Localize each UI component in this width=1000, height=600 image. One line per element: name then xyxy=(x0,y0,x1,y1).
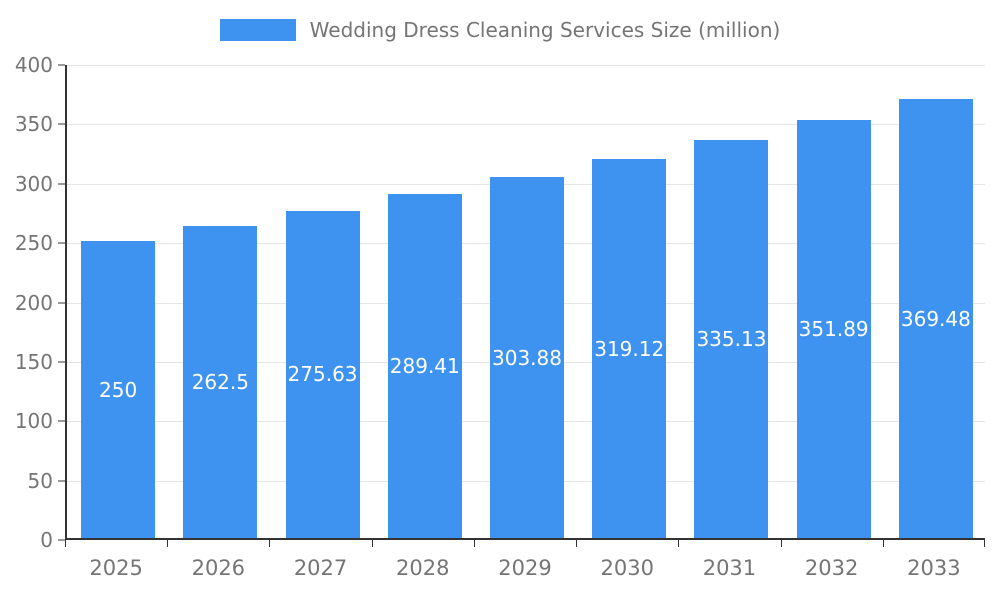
y-tick xyxy=(58,361,65,363)
y-tick xyxy=(58,183,65,185)
x-axis: 2025 2026 2027 2028 2029 2030 2031 2032 2033 xyxy=(65,540,985,600)
x-tick xyxy=(473,540,475,547)
bar[interactable]: 262.5 xyxy=(183,226,258,538)
x-tick-label: 2030 xyxy=(600,556,654,580)
x-tick xyxy=(882,540,884,547)
x-tick xyxy=(678,540,680,547)
x-tick xyxy=(984,540,985,547)
bar-value-label: 319.12 xyxy=(594,336,665,361)
bar[interactable]: 303.88 xyxy=(490,177,564,538)
y-tick-label: 350 xyxy=(14,112,53,137)
y-tick-label: 300 xyxy=(14,171,53,196)
x-tick xyxy=(780,540,782,547)
x-tick-label: 2031 xyxy=(702,556,757,580)
legend-swatch xyxy=(219,19,296,41)
bar[interactable]: 319.12 xyxy=(592,159,667,538)
bar[interactable]: 289.41 xyxy=(387,194,462,538)
bar[interactable]: 351.89 xyxy=(796,120,871,538)
chart-legend[interactable]: Wedding Dress Cleaning Services Size (mi… xyxy=(0,14,1000,46)
x-tick xyxy=(576,540,578,547)
bar-value-label: 303.88 xyxy=(492,345,562,370)
y-tick-label: 100 xyxy=(14,409,53,434)
plot-area: 250 262.5 275.63 289.41 303.88 319.12 335.13 35… xyxy=(65,65,985,540)
bar[interactable]: 369.48 xyxy=(898,99,973,538)
y-tick xyxy=(58,64,65,66)
bar-value-label: 250 xyxy=(99,377,138,402)
y-tick xyxy=(58,123,65,125)
y-tick-label: 0 xyxy=(40,528,53,552)
y-tick-label: 200 xyxy=(14,290,53,315)
x-tick xyxy=(65,540,66,547)
x-tick-label: 2027 xyxy=(293,556,348,580)
bar-value-label: 275.63 xyxy=(287,362,358,387)
x-tick-label: 2026 xyxy=(191,556,246,580)
y-tick-label: 50 xyxy=(27,468,53,493)
x-tick-label: 2032 xyxy=(804,556,859,580)
y-tick-label: 150 xyxy=(14,349,53,374)
y-tick xyxy=(58,539,65,541)
x-tick xyxy=(269,540,271,547)
chart-title: Wedding Dress Cleaning Services Size (mi… xyxy=(309,18,781,42)
bar-value-label: 262.5 xyxy=(191,370,249,395)
bar-value-label: 335.13 xyxy=(696,327,767,352)
y-tick xyxy=(58,420,65,422)
y-tick xyxy=(58,242,65,244)
y-tick xyxy=(58,480,65,482)
bar-value-label: 369.48 xyxy=(900,306,971,331)
y-tick-label: 250 xyxy=(14,231,53,256)
bar-value-label: 351.89 xyxy=(798,317,869,342)
x-tick xyxy=(167,540,169,547)
x-tick-label: 2028 xyxy=(396,556,450,580)
gridline xyxy=(67,124,985,126)
y-axis: 0 50 100 150 200 250 300 350 400 xyxy=(0,53,65,552)
x-tick-label: 2029 xyxy=(498,556,552,580)
y-tick-label: 400 xyxy=(14,53,53,77)
x-tick-label: 2033 xyxy=(907,556,961,580)
y-tick xyxy=(58,302,65,303)
x-tick xyxy=(371,540,373,547)
bar-value-label: 289.41 xyxy=(389,354,460,379)
bar[interactable]: 275.63 xyxy=(285,210,360,538)
bar[interactable]: 335.13 xyxy=(694,140,769,538)
gridline xyxy=(67,65,985,66)
x-tick-label: 2025 xyxy=(89,556,143,580)
bar[interactable]: 250 xyxy=(81,241,156,538)
